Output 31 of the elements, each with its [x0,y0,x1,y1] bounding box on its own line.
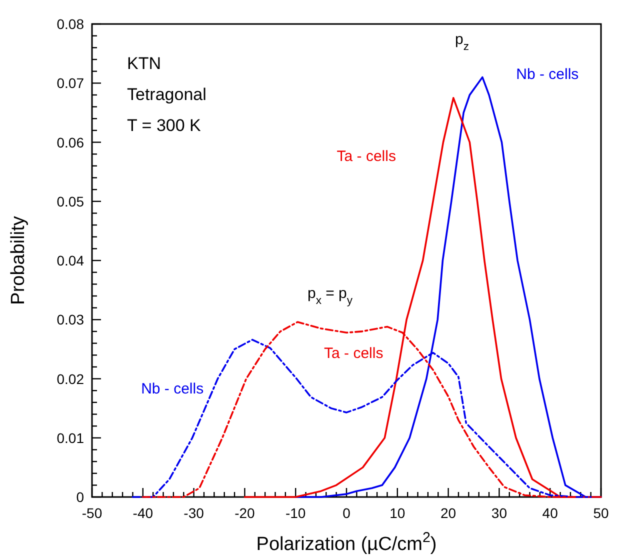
y-axis-title: Probability [8,216,29,305]
x-tick-label: 40 [542,505,558,521]
y-tick-label: 0.06 [56,134,84,150]
y-tick-label: 0.07 [56,75,84,92]
y-tick-label: 0.08 [56,16,84,32]
x-axis-title: Polarization (µC/cm$^{2}$) [256,530,437,555]
x-tick-label: -40 [132,505,154,521]
y-tick-label: 0.03 [56,312,84,328]
annotation: T = 300 K [127,116,202,135]
annotation: KTN [127,54,161,73]
series-label: Nb - cells [141,380,204,398]
annotation: p$_{x}$ = p$_{y}$ [307,285,353,307]
x-tick-label: 50 [593,505,609,521]
x-tick-label: -30 [184,505,204,521]
x-tick-label: 20 [440,505,456,521]
x-tick-label: -50 [82,505,102,521]
x-tick-label: 30 [491,505,508,521]
x-tick-label: -20 [234,505,256,521]
y-tick-label: 0.05 [56,193,84,210]
x-tick-label: 0 [342,505,351,521]
y-tick-label: 0.04 [56,252,84,268]
text: Ta - cells [336,148,396,165]
x-tick-label: 10 [390,505,406,521]
annotation: p$_{z}$ [455,31,470,53]
annotation: Tetragonal [127,85,206,104]
series-label: Ta - cells [324,344,384,362]
y-tick-label: 0.02 [56,370,84,387]
y-tick-label: 0.01 [56,430,84,446]
series-label: Nb - cells [516,66,579,84]
y-tick-label: 0 [76,489,84,505]
x-tick-label: -10 [285,505,306,521]
